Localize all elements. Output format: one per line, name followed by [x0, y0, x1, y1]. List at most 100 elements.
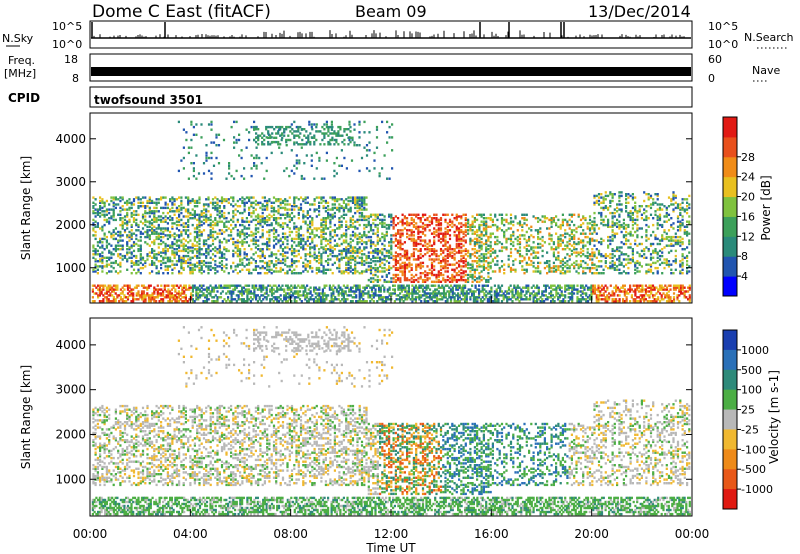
scatter-cell [331, 206, 334, 210]
scatter-cell [227, 286, 230, 289]
scatter-cell [265, 288, 268, 291]
scatter-cell [209, 223, 212, 227]
scatter-cell [266, 261, 269, 265]
scatter-cell [123, 256, 127, 259]
scatter-cell [205, 203, 208, 206]
scatter-cell [288, 268, 291, 271]
scatter-cell [137, 196, 140, 199]
scatter-cell [275, 237, 278, 241]
scatter-cell [290, 263, 294, 266]
scatter-cell [674, 284, 677, 287]
scatter-cell [236, 232, 239, 235]
scatter-cell [130, 290, 133, 293]
scatter-cell [333, 215, 336, 218]
scatter-cell [421, 265, 425, 268]
scatter-cell [275, 199, 278, 203]
scatter-cell [123, 230, 127, 234]
scatter-cell [228, 286, 231, 289]
scatter-cell [232, 254, 235, 258]
scatter-cell [281, 227, 285, 230]
scatter-cell [449, 284, 453, 287]
scatter-cell [651, 286, 655, 289]
scatter-cell [254, 239, 257, 242]
scatter-cell [439, 249, 443, 253]
scatter-cell [435, 273, 438, 277]
scatter-cell [241, 220, 244, 223]
scatter-cell [363, 227, 366, 230]
scatter-cell [164, 253, 167, 256]
scatter-cell [257, 217, 260, 220]
scatter-cell [469, 270, 472, 273]
scatter-cell [126, 223, 129, 227]
scatter-cell [144, 265, 147, 268]
scatter-cell [92, 205, 95, 208]
scatter-cell [237, 294, 240, 297]
scatter-cell [187, 261, 190, 265]
scatter-cell [419, 261, 422, 265]
scatter-cell [198, 253, 201, 256]
scatter-cell [220, 254, 224, 258]
scatter-cell [511, 300, 514, 303]
scatter-cell [189, 258, 192, 261]
scatter-cell [321, 292, 324, 295]
scatter-cell [173, 203, 176, 206]
scatter-cell [433, 232, 436, 235]
scatter-cell [369, 286, 372, 289]
scatter-cell [137, 260, 140, 263]
scatter-cell [142, 300, 145, 303]
scatter-cell [606, 296, 609, 299]
scatter-cell [135, 242, 138, 246]
scatter-cell [410, 266, 413, 270]
scatter-cell [117, 263, 120, 266]
scatter-cell [428, 220, 431, 223]
scatter-cell [354, 227, 357, 230]
scatter-cell [414, 286, 417, 289]
scatter-cell [184, 230, 187, 234]
scatter-cell [300, 284, 303, 287]
scatter-cell [355, 284, 358, 287]
scatter-cell [588, 288, 591, 291]
scatter-cell [378, 298, 381, 301]
scatter-cell [579, 298, 583, 301]
scatter-cell [166, 229, 169, 232]
scatter-cell [489, 235, 492, 239]
scatter-cell [485, 229, 488, 232]
scatter-cell [476, 256, 479, 259]
scatter-cell [412, 248, 415, 251]
scatter-cell [360, 218, 364, 222]
scatter-cell [306, 265, 309, 268]
scatter-cell [399, 270, 402, 273]
scatter-cell [369, 244, 373, 247]
scatter-cell [458, 278, 461, 282]
scatter-cell [281, 241, 285, 244]
scatter-cell [388, 256, 391, 259]
scatter-cell [327, 217, 330, 220]
scatter-cell [188, 284, 191, 287]
scatter-cell [270, 298, 274, 301]
scatter-cell [474, 296, 477, 299]
scatter-cell [374, 244, 377, 247]
scatter-cell [193, 263, 196, 266]
scatter-cell [101, 199, 104, 203]
scatter-cell [455, 280, 458, 283]
scatter-cell [234, 298, 237, 301]
scatter-cell [426, 223, 429, 227]
scatter-cell [544, 286, 547, 289]
scatter-cell [446, 284, 449, 287]
scatter-cell [130, 256, 133, 259]
scatter-cell [299, 272, 303, 275]
scatter-cell [270, 205, 273, 208]
scatter-cell [332, 298, 335, 301]
scatter-cell [420, 294, 423, 297]
scatter-cell [98, 290, 101, 293]
scatter-cell [397, 242, 400, 246]
scatter-cell [487, 225, 490, 228]
scatter-cell [126, 260, 129, 263]
scatter-cell [453, 258, 456, 261]
scatter-cell [261, 235, 264, 239]
scatter-cell [485, 284, 488, 287]
scatter-cell [218, 246, 221, 249]
scatter-cell [332, 288, 335, 291]
scatter-cell [336, 254, 339, 258]
scatter-cell [243, 253, 246, 256]
